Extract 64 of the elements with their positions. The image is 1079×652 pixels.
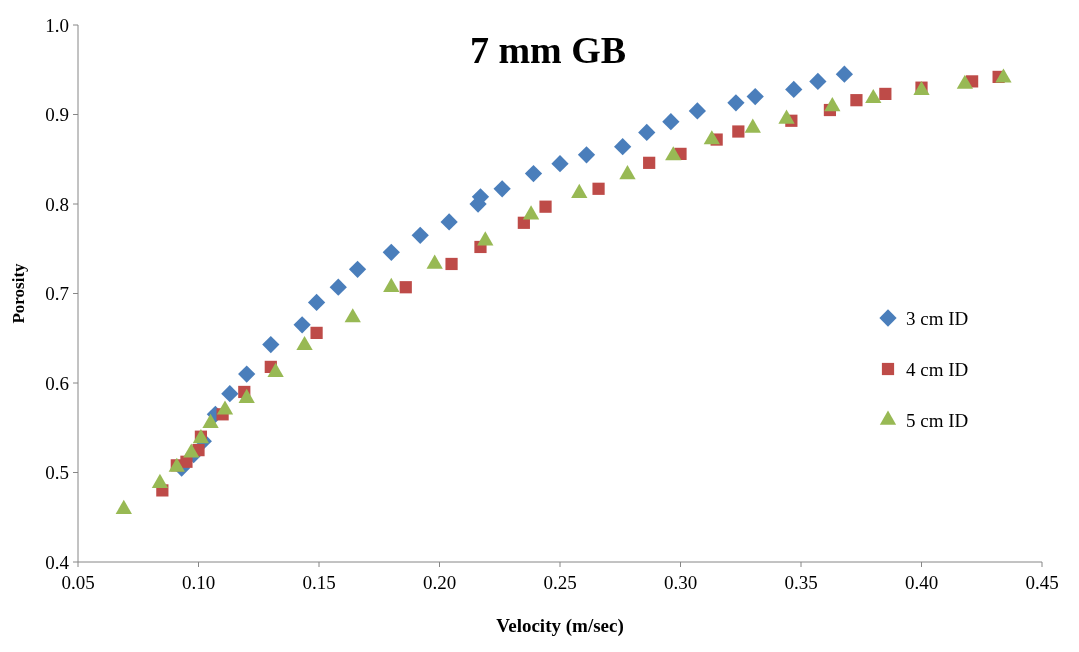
point [440,213,458,231]
point [262,335,280,354]
point [850,94,863,107]
point [785,80,803,99]
point [727,94,745,112]
x-tick-label: 0.30 [663,572,698,593]
point [522,205,540,220]
point [539,200,552,213]
point [296,336,313,351]
point [577,146,596,164]
x-tick-label: 0.10 [181,572,216,593]
x-tick-label: 0.35 [784,572,818,593]
point [809,72,827,91]
point [399,281,412,294]
point [614,138,632,156]
point [643,156,656,169]
point [329,278,347,296]
legend-label: 5 cm ID [906,409,969,431]
point [688,102,706,120]
point [344,308,361,323]
point [638,123,656,142]
y-tick-label: 0.6 [45,372,69,394]
point [879,87,892,101]
y-tick-label: 0.4 [45,551,70,573]
point [445,257,458,271]
x-tick-label: 0.20 [422,572,457,593]
point [662,113,680,131]
point [746,87,764,106]
point [592,182,605,195]
point [524,164,543,183]
chart-title: 7 mm GB [469,29,627,71]
point [221,385,239,403]
x-tick-label: 0.45 [1025,572,1059,593]
point [310,326,323,339]
point [477,231,494,246]
legend-label: 3 cm ID [906,307,969,329]
y-tick-label: 0.9 [45,104,69,126]
y-axis-title: Porosity [9,262,28,324]
point [411,226,429,244]
point [307,293,326,312]
x-tick-label: 0.05 [61,572,95,593]
y-tick-label: 0.7 [45,283,69,305]
y-tick-label: 0.8 [45,193,69,215]
point [835,65,854,83]
x-tick-label: 0.25 [543,572,577,593]
x-axis-title: Velocity (m/sec) [496,615,624,637]
point [824,97,841,112]
point [619,165,636,180]
point [551,155,569,173]
y-tick-label: 0.5 [45,462,69,484]
point [348,260,367,278]
x-tick-label: 0.15 [302,572,336,593]
point [238,365,256,383]
point [293,316,311,334]
point [382,243,400,261]
point [732,125,745,138]
y-tick-label: 1.0 [45,14,69,36]
x-tick-label: 0.40 [904,572,939,593]
point [665,146,682,161]
legend-label: 4 cm ID [906,358,969,380]
point [216,400,234,415]
point [183,443,200,458]
point [493,180,511,198]
point [703,130,720,145]
